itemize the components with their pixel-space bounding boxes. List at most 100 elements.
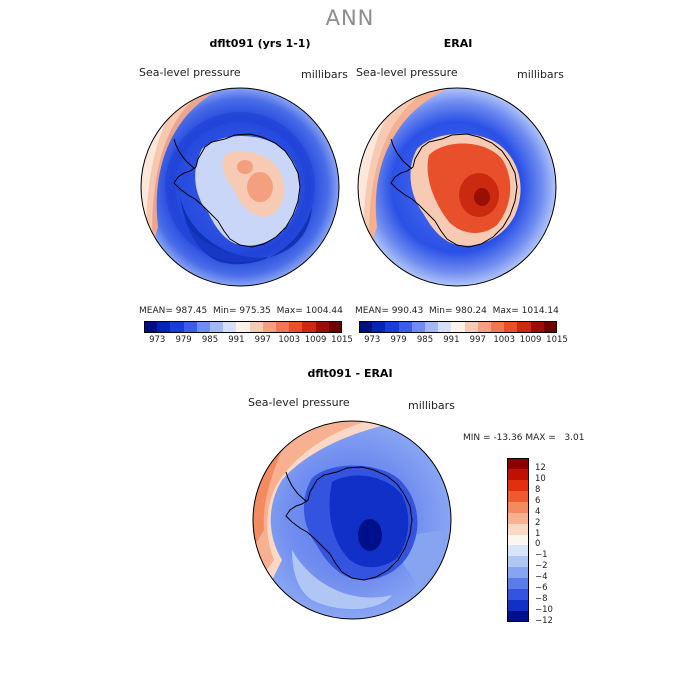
- panel-2-map-border: [357, 87, 557, 287]
- panel-1-max-value: 1004.44: [305, 306, 343, 316]
- panel-2-mean-value: 990.43: [391, 306, 424, 316]
- colorbar-cell: [183, 321, 198, 333]
- colorbar-tick-label: 985: [201, 335, 219, 345]
- colorbar-tick-label: 1: [535, 528, 541, 539]
- panel-1-max-label: Max=: [276, 306, 303, 316]
- panel-1-peninsula: [173, 138, 196, 170]
- colorbar-tick-label: 1009: [304, 335, 327, 345]
- colorbar-cell: [359, 321, 373, 333]
- colorbar-cell: [328, 321, 343, 333]
- colorbar-tick-label: 10: [535, 473, 546, 484]
- colorbar-cell: [315, 321, 330, 333]
- colorbar-cell: [543, 321, 558, 333]
- colorbar-tick-label: −2: [535, 561, 548, 572]
- colorbar-tick-label: 8: [535, 484, 541, 495]
- colorbar-cell: [451, 321, 466, 333]
- panel-3-polar-map: [252, 420, 452, 620]
- colorbar-cell: [210, 321, 224, 333]
- colorbar-cell: [507, 523, 529, 536]
- panel-1-min-value: 975.35: [239, 306, 271, 316]
- colorbar-cell: [491, 321, 505, 333]
- colorbar-tick-label: 1015: [331, 335, 353, 345]
- colorbar-cell: [289, 321, 303, 333]
- colorbar-tick-label: 979: [390, 335, 407, 345]
- colorbar-cell: [249, 321, 264, 333]
- panel-2-units-label: millibars: [517, 68, 564, 81]
- panel-3-stats: MIN = -13.36 MAX = 3.01: [463, 433, 584, 443]
- colorbar-cell: [507, 600, 529, 612]
- colorbar-cell: [385, 321, 400, 333]
- colorbar-tick-label: 12: [535, 462, 546, 473]
- panel-1-colorbar: [144, 321, 343, 333]
- colorbar-tick-label: 991: [443, 335, 460, 345]
- page-title: ANN: [325, 6, 375, 30]
- panel-2-mean-label: MEAN=: [355, 306, 389, 316]
- colorbar-cell: [223, 321, 237, 333]
- colorbar-tick-label: 985: [416, 335, 434, 345]
- colorbar-cell: [196, 321, 211, 333]
- panel-1-polar-map: [140, 87, 340, 287]
- colorbar-tick-label: 1015: [546, 335, 568, 345]
- panel-3-colorbar: [507, 458, 529, 623]
- panel-1-variable-label: Sea-level pressure: [139, 66, 241, 79]
- colorbar-tick-label: −4: [535, 572, 548, 583]
- panel-3-max-value: 3.01: [564, 433, 585, 443]
- panel-2-peninsula: [390, 138, 413, 170]
- panel-3-title: dflt091 - ERAI: [307, 367, 393, 380]
- colorbar-cell: [507, 567, 529, 579]
- panel-3-variable-label: Sea-level pressure: [248, 396, 350, 409]
- panel-1-units-label: millibars: [301, 68, 348, 81]
- colorbar-cell: [507, 468, 529, 481]
- colorbar-cell: [398, 321, 413, 333]
- panel-3-peninsula: [285, 471, 308, 503]
- colorbar-cell: [157, 321, 171, 333]
- panel-2-colorbar-ticks: 973 979 985 991 997 1003 1009 1015: [359, 335, 568, 347]
- panel-1-colorbar-ticks: 973 979 985 991 997 1003 1009 1015: [144, 335, 353, 347]
- panel-3-units-label: millibars: [408, 399, 455, 412]
- colorbar-cell: [507, 512, 529, 525]
- colorbar-cell: [144, 321, 158, 333]
- panel-2-title: ERAI: [443, 37, 473, 50]
- colorbar-cell: [438, 321, 452, 333]
- colorbar-cell: [302, 321, 317, 333]
- colorbar-tick-label: 6: [535, 495, 541, 506]
- panel-3-max-label: MAX =: [525, 433, 556, 443]
- panel-1-min-label: Min=: [213, 306, 237, 316]
- panel-1-mean-value: 987.45: [175, 306, 208, 316]
- colorbar-tick-label: 997: [469, 335, 486, 345]
- colorbar-cell: [507, 556, 529, 568]
- colorbar-tick-label: −12: [535, 616, 553, 626]
- colorbar-cell: [507, 578, 529, 590]
- panel-2-coastline: [390, 133, 518, 248]
- colorbar-tick-label: 973: [149, 335, 166, 345]
- colorbar-cell: [507, 458, 529, 470]
- panel-1-map-border: [140, 87, 340, 287]
- colorbar-cell: [477, 321, 492, 333]
- colorbar-cell: [507, 534, 529, 546]
- colorbar-cell: [517, 321, 532, 333]
- panel-1-coastline: [173, 133, 301, 248]
- colorbar-tick-label: 1003: [278, 335, 301, 345]
- panel-2-min-value: 980.24: [455, 306, 487, 316]
- colorbar-tick-label: 0: [535, 539, 541, 550]
- colorbar-cell: [411, 321, 426, 333]
- colorbar-tick-label: −1: [535, 550, 548, 561]
- colorbar-tick-label: 1003: [493, 335, 516, 345]
- colorbar-tick-label: 4: [535, 506, 541, 517]
- colorbar-cell: [507, 490, 529, 503]
- colorbar-tick-label: 2: [535, 517, 541, 528]
- colorbar-cell: [425, 321, 439, 333]
- colorbar-tick-label: −8: [535, 594, 548, 605]
- colorbar-cell: [464, 321, 479, 333]
- panel-2-max-value: 1014.14: [521, 306, 559, 316]
- colorbar-tick-label: 997: [254, 335, 271, 345]
- colorbar-tick-label: −10: [535, 605, 553, 616]
- panel-3-coastline: [285, 466, 413, 581]
- colorbar-cell: [507, 611, 529, 623]
- colorbar-tick-label: 1009: [519, 335, 542, 345]
- panel-2-variable-label: Sea-level pressure: [356, 66, 458, 79]
- panel-2-colorbar: [359, 321, 558, 333]
- colorbar-cell: [507, 501, 529, 514]
- colorbar-cell: [504, 321, 518, 333]
- panel-2-max-label: Max=: [492, 306, 519, 316]
